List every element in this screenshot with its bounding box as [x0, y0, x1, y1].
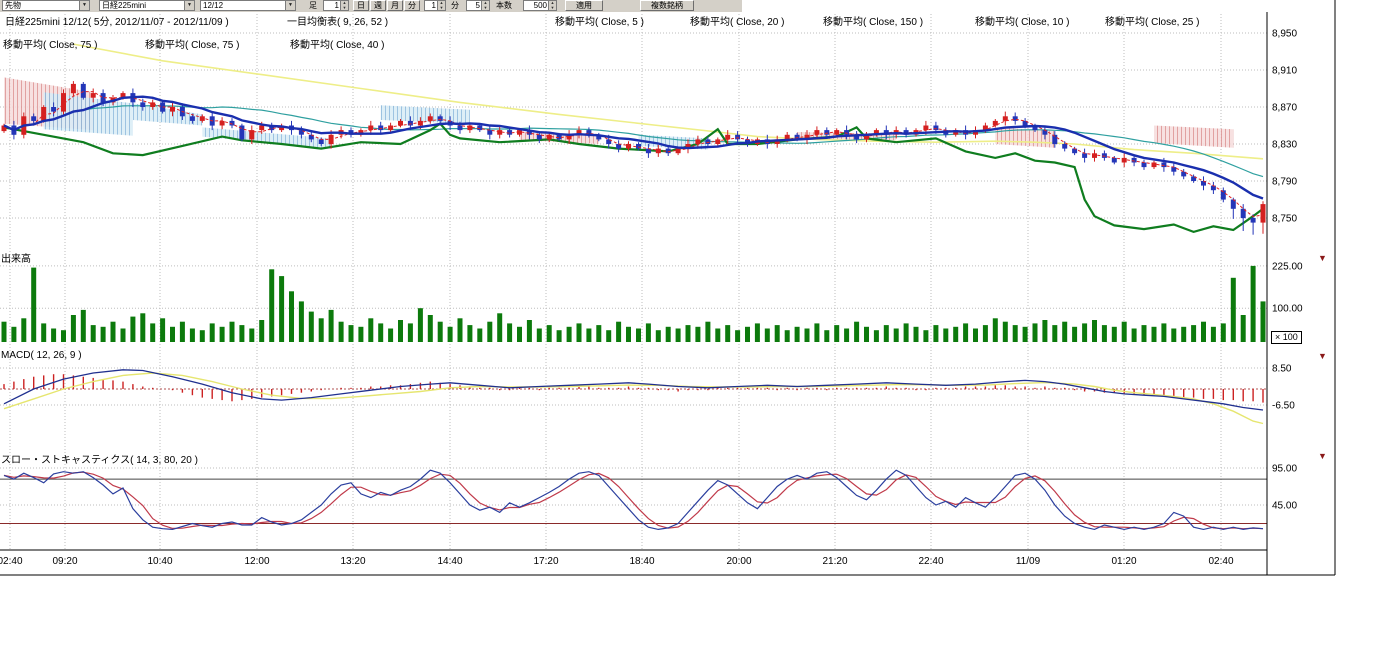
spinner-down-icon[interactable]: ▼: [550, 4, 555, 10]
spinner-down-icon[interactable]: ▼: [342, 4, 347, 10]
svg-text:22:40: 22:40: [918, 556, 943, 567]
spinner-buttons[interactable]: ▲ ▼: [340, 1, 348, 10]
stochastics-panel-collapse-button[interactable]: ▼: [1318, 451, 1327, 461]
period-month-button[interactable]: 月: [387, 0, 403, 11]
interval-spinner-value: 5: [475, 1, 480, 10]
minute-spinner[interactable]: 1 ▲ ▼: [424, 0, 446, 11]
legend-ma-close-150: 移動平均( Close, 150 ): [823, 17, 924, 28]
bars-count-value: 500: [533, 1, 547, 10]
contract-month-value: 12/12: [203, 1, 224, 10]
svg-text:14:40: 14:40: [437, 556, 462, 567]
svg-text:10:40: 10:40: [147, 556, 172, 567]
symbol-value: 日経225mini: [102, 1, 147, 10]
svg-text:11/09: 11/09: [1016, 556, 1041, 567]
svg-text:45.00: 45.00: [1272, 501, 1297, 512]
legend-ichimoku: 一目均衡表( 9, 26, 52 ): [287, 17, 389, 28]
svg-text:12:00: 12:00: [244, 556, 269, 567]
macd-panel-title: MACD( 12, 26, 9 ): [1, 350, 82, 361]
spinner-down-icon[interactable]: ▼: [439, 4, 444, 10]
spinner-buttons[interactable]: ▲ ▼: [437, 1, 445, 10]
legend-ma-close-75-a: 移動平均( Close, 75 ): [3, 40, 98, 51]
instrument-type-value: 先物: [5, 1, 21, 10]
chart-title: 日経225mini 12/12( 5分, 2012/11/07 - 2012/1…: [5, 17, 229, 28]
macd-panel-collapse-button[interactable]: ▼: [1318, 351, 1327, 361]
svg-text:02:40: 02:40: [0, 556, 23, 567]
svg-text:8.50: 8.50: [1272, 364, 1292, 375]
bar-label: 足: [309, 1, 317, 10]
legend-ma-close-25: 移動平均( Close, 25 ): [1105, 17, 1200, 28]
spinner-up-icon[interactable]: ▲: [439, 0, 444, 5]
svg-text:95.00: 95.00: [1272, 464, 1297, 475]
instrument-type-select[interactable]: 先物 ▼: [2, 0, 90, 11]
svg-text:8,750: 8,750: [1272, 214, 1297, 225]
legend-ma-close-40: 移動平均( Close, 40 ): [290, 40, 385, 51]
stochastics-panel-title: スロー・ストキャスティクス( 14, 3, 80, 20 ): [1, 455, 198, 466]
legend-ma-close-75-b: 移動平均( Close, 75 ): [145, 40, 240, 51]
svg-text:20:00: 20:00: [726, 556, 751, 567]
svg-text:13:20: 13:20: [340, 556, 365, 567]
svg-text:01:20: 01:20: [1111, 556, 1136, 567]
spinner-buttons[interactable]: ▲ ▼: [548, 1, 556, 10]
contract-month-select[interactable]: 12/12 ▼: [200, 0, 296, 11]
spinner-down-icon[interactable]: ▼: [483, 4, 488, 10]
svg-text:18:40: 18:40: [629, 556, 654, 567]
period-day-button[interactable]: 日: [353, 0, 369, 11]
spinner-up-icon[interactable]: ▲: [483, 0, 488, 5]
spinner-up-icon[interactable]: ▲: [342, 0, 347, 5]
legend-ma-close-10: 移動平均( Close, 10 ): [975, 17, 1070, 28]
svg-text:8,830: 8,830: [1272, 140, 1297, 151]
spinner-buttons[interactable]: ▲ ▼: [481, 1, 489, 10]
svg-text:-6.50: -6.50: [1272, 401, 1295, 412]
minute-spinner-value: 1: [431, 1, 436, 10]
svg-text:8,790: 8,790: [1272, 177, 1297, 188]
volume-panel-collapse-button[interactable]: ▼: [1318, 253, 1327, 263]
bars-count-label: 本数: [496, 1, 512, 10]
chevron-down-icon[interactable]: ▼: [184, 1, 194, 10]
interval-spinner[interactable]: 5 ▲ ▼: [466, 0, 490, 11]
period-minute-button[interactable]: 分: [404, 0, 420, 11]
minute-label: 分: [451, 1, 459, 10]
bar-interval-value: 1: [334, 1, 339, 10]
svg-text:09:20: 09:20: [52, 556, 77, 567]
apply-button[interactable]: 適用: [565, 0, 603, 11]
spinner-up-icon[interactable]: ▲: [550, 0, 555, 5]
chevron-down-icon[interactable]: ▼: [285, 1, 295, 10]
volume-multiplier-badge: × 100: [1271, 331, 1302, 344]
svg-text:21:20: 21:20: [822, 556, 847, 567]
svg-text:02:40: 02:40: [1208, 556, 1233, 567]
toolbar: 先物 ▼ 日経225mini ▼ 12/12 ▼ 足 1 ▲ ▼ 日 週 月 分 …: [0, 0, 742, 12]
legend-ma-close-20: 移動平均( Close, 20 ): [690, 17, 785, 28]
chevron-down-icon[interactable]: ▼: [79, 1, 89, 10]
bar-interval-spinner[interactable]: 1 ▲ ▼: [323, 0, 349, 11]
symbol-select[interactable]: 日経225mini ▼: [99, 0, 195, 11]
svg-text:8,870: 8,870: [1272, 103, 1297, 114]
multi-symbol-button[interactable]: 複数銘柄: [640, 0, 694, 11]
svg-text:8,950: 8,950: [1272, 29, 1297, 40]
bars-count-spinner[interactable]: 500 ▲ ▼: [523, 0, 557, 11]
period-week-button[interactable]: 週: [370, 0, 386, 11]
svg-text:17:20: 17:20: [533, 556, 558, 567]
svg-text:8,910: 8,910: [1272, 66, 1297, 77]
legend-ma-close-5: 移動平均( Close, 5 ): [555, 17, 644, 28]
volume-panel-title: 出来高: [1, 254, 31, 265]
svg-text:225.00: 225.00: [1272, 261, 1303, 272]
svg-text:100.00: 100.00: [1272, 304, 1303, 315]
